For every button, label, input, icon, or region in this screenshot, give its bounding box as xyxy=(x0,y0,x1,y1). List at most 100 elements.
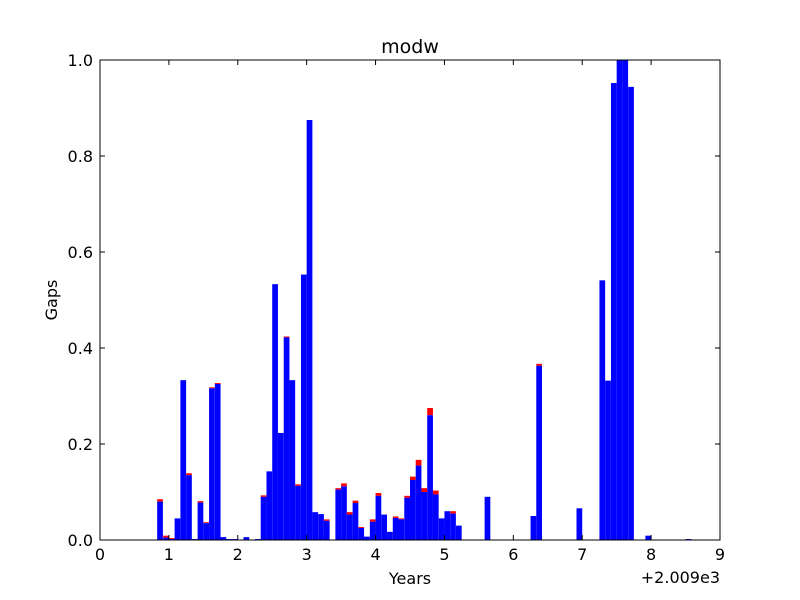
bar-segment-blue xyxy=(352,503,359,540)
bar-segment-blue xyxy=(318,514,324,540)
bar-segment-blue xyxy=(576,508,583,540)
bar-segment-blue xyxy=(427,415,433,540)
bar-segment-blue xyxy=(421,492,428,540)
y-tick-label: 0.8 xyxy=(68,147,93,166)
bar-segment-blue xyxy=(283,337,290,540)
bar-segment-red xyxy=(323,519,330,521)
y-axis-ticks: 0.0 0.2 0.4 0.6 0.8 1.0 xyxy=(68,51,720,550)
bar-segment-blue xyxy=(387,531,393,540)
bar-segment-blue xyxy=(605,380,611,540)
x-axis-offset-label: +2.009e3 xyxy=(641,568,720,587)
bar-segment-red xyxy=(163,535,169,538)
bar-segment-blue xyxy=(272,284,278,540)
y-axis-label: Gaps xyxy=(42,280,61,321)
y-tick-label: 0.0 xyxy=(68,531,93,550)
bar-segment-red xyxy=(341,483,347,487)
bar-segment-red xyxy=(186,473,192,476)
bar-segment-blue xyxy=(214,384,221,540)
x-tick-label: 1 xyxy=(164,545,174,564)
bar-segment-red xyxy=(410,476,416,480)
x-axis-ticks: 0 1 2 3 4 5 6 7 8 9 xyxy=(95,60,725,564)
bar-segment-blue xyxy=(599,280,606,540)
bar-segment-blue xyxy=(392,517,399,540)
bar-segment-blue xyxy=(243,537,250,540)
bar-segment-red xyxy=(369,519,376,522)
y-tick-label: 0.2 xyxy=(68,435,93,454)
bars-group xyxy=(157,60,692,540)
bar-segment-red xyxy=(352,500,359,504)
bar-segment-blue xyxy=(398,519,405,540)
y-tick-label: 1.0 xyxy=(68,51,93,70)
x-tick-label: 6 xyxy=(508,545,518,564)
bar-segment-red xyxy=(392,516,399,518)
bar-segment-red xyxy=(398,518,405,520)
x-tick-label: 3 xyxy=(302,545,312,564)
bar-segment-blue xyxy=(415,465,422,540)
y-tick-label: 0.4 xyxy=(68,339,93,358)
bar-segment-blue xyxy=(346,514,353,540)
bar-segment-red xyxy=(375,492,382,496)
bar-segment-red xyxy=(404,495,410,498)
bar-segment-blue xyxy=(197,502,204,540)
bar-segment-blue xyxy=(375,495,382,540)
bar-segment-red xyxy=(157,499,163,502)
bar-segment-blue xyxy=(300,274,307,540)
bar-segment-red xyxy=(335,488,342,490)
bar-segment-blue xyxy=(277,432,284,540)
bar-segment-blue xyxy=(295,485,301,540)
bar-segment-blue xyxy=(220,537,227,540)
x-tick-label: 8 xyxy=(646,545,656,564)
bar-segment-blue xyxy=(364,536,370,540)
bar-segment-red xyxy=(295,484,301,486)
bar-segment-blue xyxy=(432,494,439,540)
bar-segment-blue xyxy=(444,511,451,540)
bar-segment-blue xyxy=(209,388,215,540)
y-tick-label: 0.6 xyxy=(68,243,93,262)
bar-segment-red xyxy=(214,383,221,384)
bar-segment-blue xyxy=(484,496,491,540)
bar-segment-red xyxy=(168,538,175,540)
bar-segment-blue xyxy=(335,489,342,540)
bar-segment-blue xyxy=(157,501,163,540)
bar-segment-blue xyxy=(455,525,462,540)
x-tick-label: 9 xyxy=(715,545,725,564)
bar-segment-blue xyxy=(186,475,192,540)
bar-segment-red xyxy=(432,490,439,495)
bar-segment-red xyxy=(415,459,422,466)
bar-segment-red xyxy=(427,408,433,416)
bar-segment-blue xyxy=(163,537,169,540)
bar-segment-blue xyxy=(306,120,313,540)
bar-segment-blue xyxy=(404,497,410,540)
bar-segment-blue xyxy=(610,83,617,540)
bar-segment-blue xyxy=(312,512,319,540)
bar-segment-blue xyxy=(358,528,365,540)
bar-segment-red xyxy=(203,522,210,524)
bar-segment-blue xyxy=(180,380,187,540)
bar-segment-red xyxy=(450,511,456,514)
x-axis-label: Years xyxy=(388,569,431,588)
bar-segment-blue xyxy=(174,518,181,540)
x-tick-label: 5 xyxy=(439,545,449,564)
bar-segment-red xyxy=(283,336,290,338)
bar-segment-blue xyxy=(289,380,296,540)
bar-segment-blue xyxy=(369,521,376,540)
bar-segment-blue xyxy=(438,518,445,540)
bar-segment-blue xyxy=(266,471,273,540)
bar-segment-blue xyxy=(616,60,623,540)
bar-segment-blue xyxy=(203,523,210,540)
x-tick-label: 4 xyxy=(370,545,380,564)
plot-frame xyxy=(99,59,721,541)
bar-segment-blue xyxy=(645,535,652,540)
bar-segment-red xyxy=(209,387,215,389)
x-tick-label: 2 xyxy=(233,545,243,564)
bar-segment-blue xyxy=(622,60,629,540)
bar-segment-blue xyxy=(341,486,347,540)
bar-segment-blue xyxy=(450,513,456,540)
bar-segment-blue xyxy=(536,365,542,540)
x-tick-label: 0 xyxy=(95,545,105,564)
x-tick-label: 7 xyxy=(577,545,587,564)
bar-segment-red xyxy=(536,363,542,366)
bar-segment-blue xyxy=(410,480,416,540)
bar-segment-red xyxy=(197,501,204,503)
